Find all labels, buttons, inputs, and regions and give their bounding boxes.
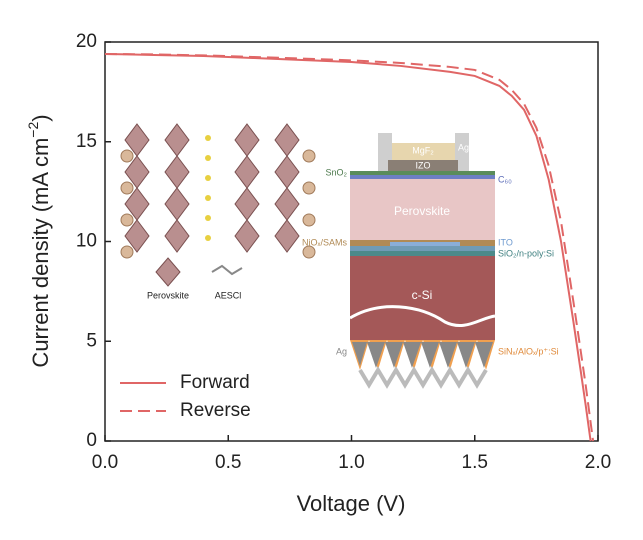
label: NiOₓ/SAMs [302, 237, 347, 247]
label: SiNₓ/AlOₓ/p⁺:Si [498, 346, 559, 356]
label: SiO₂/n-poly:Si [498, 248, 554, 258]
octahedron [234, 123, 260, 157]
label: IZO [416, 160, 431, 170]
label: C₆₀ [498, 174, 512, 184]
octahedron [164, 219, 190, 253]
y-axis-label-sup: −2 [25, 122, 41, 138]
octahedron [234, 187, 260, 221]
atom [302, 181, 316, 195]
x-tick-label: 2.0 [585, 452, 611, 473]
octahedron [274, 219, 300, 253]
octahedron [234, 219, 260, 253]
x-tick-label: 1.0 [338, 452, 364, 473]
atom [302, 213, 316, 227]
atom [120, 181, 134, 195]
octahedron [164, 155, 190, 189]
atom [302, 149, 316, 163]
label: Ag [458, 142, 469, 152]
octahedron [164, 123, 190, 157]
atom [120, 149, 134, 163]
x-tick-label: 0.5 [215, 452, 241, 473]
legend-label: Forward [180, 372, 250, 393]
label: ITO [498, 237, 513, 247]
atom [205, 215, 211, 221]
y-tick-label: 5 [86, 330, 97, 351]
octahedron [274, 155, 300, 189]
octahedron [164, 187, 190, 221]
y-tick-label: 10 [76, 231, 97, 252]
octahedron [124, 219, 150, 253]
x-tick-label: 0.0 [92, 452, 118, 473]
atom [205, 135, 211, 141]
octahedron [155, 257, 181, 287]
atom [120, 213, 134, 227]
atom [120, 245, 134, 259]
atom [205, 155, 211, 161]
x-axis-label: Voltage (V) [297, 491, 406, 516]
label: AESCl [215, 290, 242, 300]
label: SnO₂ [325, 167, 347, 177]
label: Perovskite [394, 204, 450, 218]
inset-device: MgF₂ Ag IZO SnO₂ C₆₀ Perovskite NiOₓ/SAM… [302, 133, 559, 389]
octahedron [274, 187, 300, 221]
series-line [104, 52, 595, 442]
label: c-Si [412, 288, 433, 302]
y-tick-label: 20 [76, 31, 97, 52]
molecule [211, 264, 243, 276]
legend-label: Reverse [180, 400, 251, 421]
inset-crystal [120, 123, 316, 287]
atom [205, 195, 211, 201]
y-tick-label: 0 [86, 430, 97, 451]
label: Ag [336, 346, 347, 356]
label: MgF₂ [412, 145, 434, 155]
x-tick-label: 1.5 [462, 452, 488, 473]
atom [205, 175, 211, 181]
y-tick-label: 15 [76, 131, 97, 152]
y-axis-label-end: ) [28, 114, 53, 121]
octahedron [234, 155, 260, 189]
atom [302, 245, 316, 259]
y-axis-label-text: Current density (mA cm [28, 138, 53, 368]
label: Perovskite [147, 290, 189, 300]
atom [205, 235, 211, 241]
y-axis-label: Current density (mA cm−2) [25, 114, 53, 367]
octahedron [274, 123, 300, 157]
